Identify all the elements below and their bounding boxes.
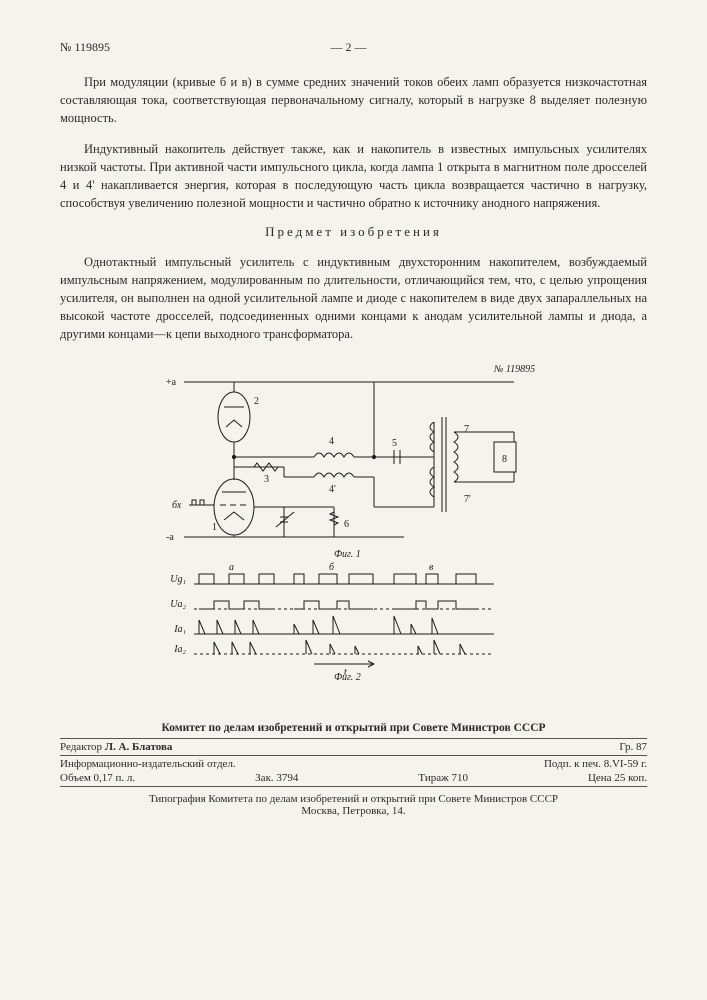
label-4: 4 bbox=[329, 436, 334, 447]
doc-number: № 119895 bbox=[60, 40, 110, 55]
claim-text: Однотактный импульсный усилитель с индук… bbox=[60, 253, 647, 344]
footer-line2: Москва, Петровка, 14. bbox=[60, 805, 647, 817]
label-6: 6 bbox=[344, 519, 349, 530]
paragraph-1: При модуляции (кривые б и в) в сумме сре… bbox=[60, 73, 647, 127]
footer-line1: Типография Комитета по делам изобретений… bbox=[60, 793, 647, 805]
col-v: в bbox=[429, 562, 434, 573]
page-header: № 119895 — 2 — bbox=[60, 40, 647, 55]
label-7p: 7' bbox=[464, 494, 471, 505]
price: Цена 25 коп. bbox=[588, 772, 647, 784]
meta-row-editor: Редактор Л. А. Блатова Гр. 87 bbox=[60, 741, 647, 753]
label-2: 2 bbox=[254, 396, 259, 407]
meta-row-print: Объем 0,17 п. л. Зак. 3794 Тираж 710 Цен… bbox=[60, 772, 647, 784]
label-1: 1 bbox=[212, 522, 217, 533]
label-bx: бх bbox=[172, 500, 182, 511]
circuit-diagram: № 119895 +a -a 2 4 bbox=[154, 362, 554, 682]
meta-row-dept: Информационно-издательский отдел. Подп. … bbox=[60, 758, 647, 770]
page-number: — 2 — bbox=[331, 40, 367, 55]
editor-label: Редактор bbox=[60, 741, 102, 753]
col-a: a bbox=[229, 562, 234, 573]
label-ia2: Ia₂ bbox=[173, 644, 186, 655]
col-b: б bbox=[329, 562, 335, 573]
volume: Объем 0,17 п. л. bbox=[60, 772, 135, 784]
section-title: Предмет изобретения bbox=[60, 224, 647, 240]
figure-container: № 119895 +a -a 2 4 bbox=[154, 362, 554, 682]
signed: Подп. к печ. 8.VI-59 г. bbox=[544, 758, 647, 770]
label-8: 8 bbox=[502, 454, 507, 465]
paragraph-2: Индуктивный накопитель действует также, … bbox=[60, 140, 647, 213]
label-4p: 4' bbox=[329, 484, 336, 495]
editor-name: Л. А. Блатова bbox=[105, 741, 173, 753]
label-7: 7 bbox=[464, 424, 469, 435]
footer: Типография Комитета по делам изобретений… bbox=[60, 793, 647, 817]
fig1-caption: Фиг. 1 bbox=[334, 549, 361, 560]
label-3: 3 bbox=[264, 474, 269, 485]
label-ua2: Ua₂ bbox=[170, 599, 186, 610]
divider-3 bbox=[60, 786, 647, 787]
fig-docref: № 119895 bbox=[493, 364, 535, 375]
group: Гр. 87 bbox=[619, 741, 647, 753]
publisher-line: Комитет по делам изобретений и открытий … bbox=[60, 722, 647, 734]
label-minus-a: -a bbox=[166, 532, 174, 543]
dept: Информационно-издательский отдел. bbox=[60, 758, 236, 770]
order: Зак. 3794 bbox=[255, 772, 298, 784]
label-ia1: Ia₁ bbox=[173, 624, 186, 635]
fig2-caption: Фиг. 2 bbox=[334, 672, 361, 682]
label-plus-a: +a bbox=[166, 377, 177, 388]
editor: Редактор Л. А. Блатова bbox=[60, 741, 172, 753]
divider-2 bbox=[60, 755, 647, 756]
label-5: 5 bbox=[392, 438, 397, 449]
tirage: Тираж 710 bbox=[418, 772, 468, 784]
label-ug1: Ug₁ bbox=[170, 574, 186, 585]
divider-1 bbox=[60, 738, 647, 739]
